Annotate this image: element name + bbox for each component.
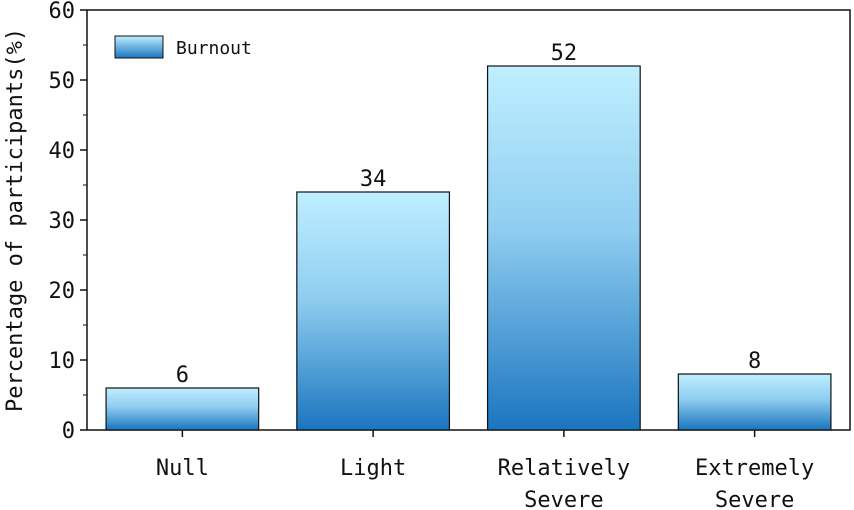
plot-border bbox=[86, 9, 851, 431]
bar-3 bbox=[677, 373, 832, 431]
data-label-3: 8 bbox=[748, 349, 761, 374]
y-axis-title: Percentage of participants(%) bbox=[3, 28, 28, 412]
y-tick-label-30: 30 bbox=[49, 209, 76, 234]
bar-2 bbox=[486, 65, 641, 431]
y-tick-label-50: 50 bbox=[49, 69, 76, 94]
y-tick-label-40: 40 bbox=[49, 139, 76, 164]
bar-0 bbox=[105, 387, 260, 431]
y-tick-label-60: 60 bbox=[49, 0, 76, 24]
x-tick-label-3: Extremely Severe bbox=[695, 456, 814, 510]
x-tick-label-1: Light bbox=[340, 456, 406, 481]
y-axis: 0 10 20 30 40 50 60 bbox=[49, 0, 87, 444]
data-label-0: 6 bbox=[176, 363, 189, 388]
legend-swatch-burnout bbox=[114, 35, 164, 59]
plot-area bbox=[86, 9, 851, 431]
bar-series-burnout bbox=[105, 65, 832, 431]
data-label-1: 34 bbox=[360, 167, 387, 192]
data-labels: 6 34 52 8 bbox=[176, 41, 762, 388]
x-tick-label-2: Relatively Severe bbox=[498, 456, 630, 510]
legend: Burnout bbox=[114, 35, 252, 59]
y-tick-label-0: 0 bbox=[62, 419, 75, 444]
bar-1 bbox=[296, 191, 451, 431]
data-label-2: 52 bbox=[551, 41, 578, 66]
y-tick-label-20: 20 bbox=[49, 279, 76, 304]
legend-label-burnout: Burnout bbox=[176, 38, 252, 59]
y-tick-label-10: 10 bbox=[49, 349, 76, 374]
x-axis: Null Light Relatively Severe Extremely Severe bbox=[156, 430, 814, 510]
x-tick-label-0: Null bbox=[156, 456, 209, 481]
